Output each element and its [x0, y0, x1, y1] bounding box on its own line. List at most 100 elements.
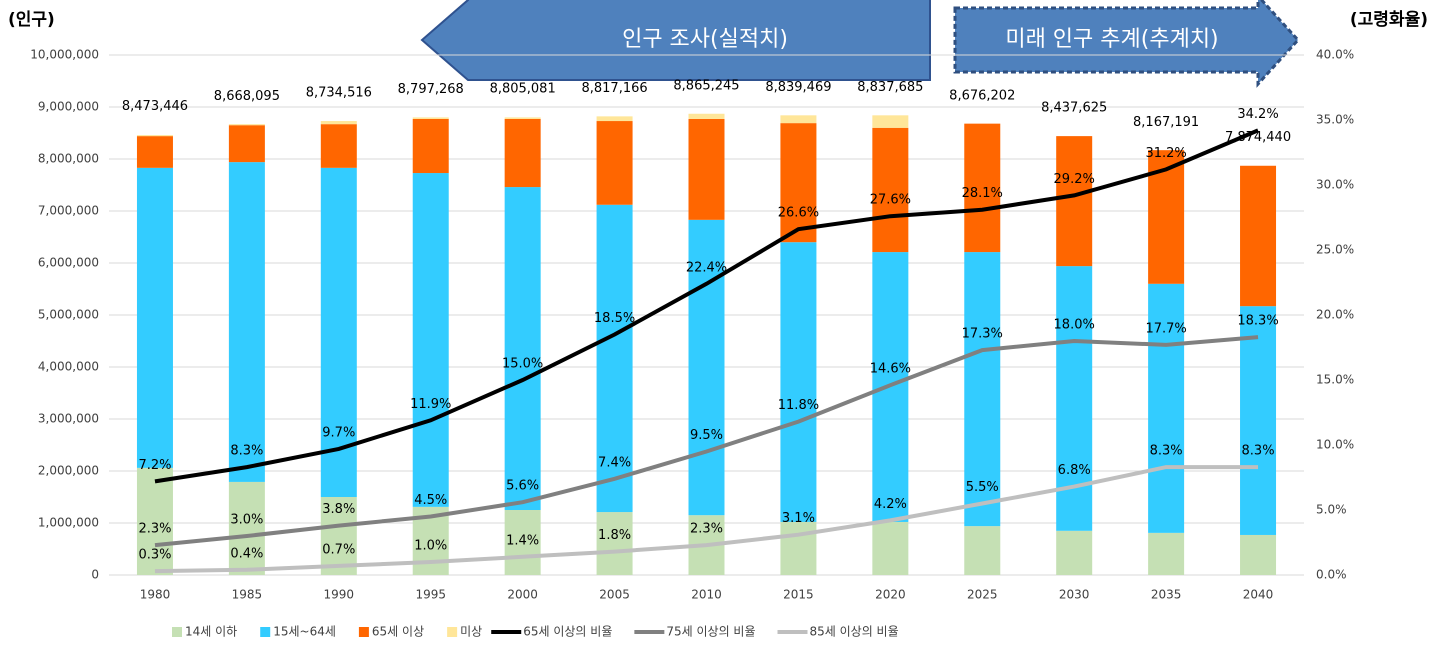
x-tick-label: 2025 [967, 588, 998, 602]
legend-label: 65세 이상의 비율 [523, 625, 612, 639]
data-label: 4.5% [414, 493, 447, 508]
bar-segment [1240, 306, 1277, 535]
bar-segment [780, 115, 817, 124]
bar-segment [320, 124, 357, 168]
bar-segment [688, 219, 725, 516]
future-arrow [953, 0, 1301, 88]
legend-swatch [358, 627, 369, 637]
data-label: 7.4% [598, 455, 631, 470]
data-label: 3.0% [230, 513, 263, 528]
data-label: 2.3% [138, 522, 171, 537]
y2-axis-label: (고령화율) [1350, 9, 1428, 30]
data-label: 11.9% [410, 397, 451, 412]
data-label: 5.6% [506, 479, 539, 494]
total-label: 8,437,625 [1041, 101, 1107, 116]
line [154, 128, 1259, 484]
data-label: 17.7% [1145, 321, 1186, 336]
x-tick-label: 1995 [415, 588, 446, 602]
y-tick-label: 8,000,000 [38, 152, 99, 166]
y-tick-label: 0 [91, 568, 99, 582]
x-tick-label: 2035 [1151, 588, 1182, 602]
legend-label: 85세 이상의 비율 [810, 625, 899, 639]
y2-tick-label: 0.0% [1316, 568, 1347, 582]
x-tick-label: 2015 [783, 588, 814, 602]
y-tick-label: 3,000,000 [38, 412, 99, 426]
bar-segment [504, 510, 541, 575]
data-label: 18.5% [594, 311, 635, 326]
y-tick-label: 6,000,000 [38, 256, 99, 270]
data-label: 8.3% [1150, 444, 1183, 459]
bar-segment [780, 242, 817, 522]
x-tick-label: 2030 [1059, 588, 1090, 602]
legend-swatch [172, 627, 182, 637]
data-label: 8.3% [230, 444, 263, 459]
y-tick-label: 10,000,000 [30, 48, 99, 62]
x-tick-label: 2040 [1243, 588, 1274, 602]
total-label: 8,805,081 [490, 82, 556, 97]
bar-segment [136, 135, 173, 137]
bar-segment [964, 526, 1001, 575]
bar-segment [1056, 530, 1093, 575]
bar-segment [1240, 534, 1277, 575]
bar-segment [504, 117, 541, 119]
legend-label: 75세 이상의 비율 [666, 625, 755, 639]
data-label: 3.1% [782, 511, 815, 526]
x-tick-label: 1985 [232, 588, 263, 602]
bar-segment [780, 521, 817, 575]
bar-segment [780, 123, 817, 243]
data-label: 3.8% [322, 502, 355, 517]
bar-segment [596, 204, 633, 513]
y-tick-label: 5,000,000 [38, 308, 99, 322]
bar-segment [412, 118, 449, 174]
total-label: 8,676,202 [949, 88, 1015, 103]
data-label: 14.6% [870, 362, 911, 377]
total-label: 7,874,440 [1225, 130, 1291, 145]
y-tick-label: 7,000,000 [38, 204, 99, 218]
y2-tick-label: 25.0% [1316, 243, 1354, 257]
data-label: 6.8% [1058, 463, 1091, 478]
bar-segment [688, 118, 725, 220]
data-label: 34.2% [1237, 107, 1278, 122]
y2-tick-label: 20.0% [1316, 308, 1354, 322]
data-label: 2.3% [690, 522, 723, 537]
data-label: 1.0% [414, 539, 447, 554]
legend-label: 미상 [460, 625, 482, 639]
data-label: 17.3% [962, 327, 1003, 342]
total-label: 8,817,166 [581, 81, 647, 96]
bar-segment [136, 167, 173, 468]
data-label: 1.4% [506, 533, 539, 548]
data-label: 15.0% [502, 357, 543, 372]
data-label: 22.4% [686, 260, 727, 275]
total-label: 8,797,268 [398, 82, 464, 97]
data-label: 31.2% [1145, 146, 1186, 161]
data-label: 8.3% [1242, 444, 1275, 459]
bar-segment [320, 121, 357, 125]
bar-segment [872, 521, 909, 575]
bar-segment [1148, 283, 1185, 533]
bar-segment [596, 512, 633, 575]
bar-segment [1240, 165, 1277, 307]
bar-segment [228, 124, 265, 126]
bar-segment [1056, 136, 1093, 267]
bar-segment [320, 497, 357, 575]
data-label: 26.6% [778, 206, 819, 221]
total-label: 8,167,191 [1133, 115, 1199, 130]
data-label: 11.8% [778, 398, 819, 413]
bar-segment [964, 252, 1001, 527]
x-tick-label: 2000 [507, 588, 538, 602]
bar-segment [504, 118, 541, 188]
bar-segment [412, 173, 449, 507]
x-tick-label: 1980 [140, 588, 171, 602]
total-label: 8,837,685 [857, 80, 923, 95]
data-label: 18.0% [1054, 318, 1095, 333]
y2-tick-label: 15.0% [1316, 373, 1354, 387]
data-label: 29.2% [1054, 172, 1095, 187]
data-label: 27.6% [870, 193, 911, 208]
bar-segment [228, 125, 265, 163]
bar-segment [504, 187, 541, 510]
line [154, 335, 1259, 548]
data-label: 0.4% [230, 546, 263, 561]
total-label: 8,865,245 [673, 79, 739, 94]
data-label: 0.3% [138, 548, 171, 563]
past-arrow [420, 0, 931, 81]
